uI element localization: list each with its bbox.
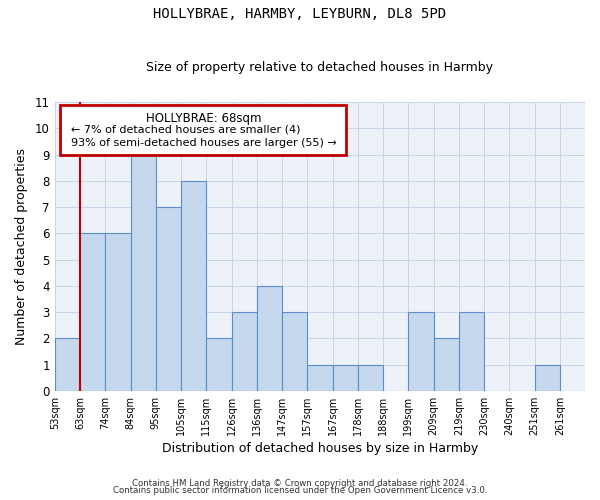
Bar (131, 154, 156, 391)
Bar (358, 364, 383, 391)
Y-axis label: Number of detached properties: Number of detached properties (15, 148, 28, 345)
Text: Contains HM Land Registry data © Crown copyright and database right 2024.: Contains HM Land Registry data © Crown c… (132, 478, 468, 488)
Bar (408, 312, 434, 391)
Text: ← 7% of detached houses are smaller (4): ← 7% of detached houses are smaller (4) (71, 124, 300, 134)
Title: Size of property relative to detached houses in Harmby: Size of property relative to detached ho… (146, 62, 493, 74)
Text: HOLLYBRAE: 68sqm: HOLLYBRAE: 68sqm (146, 112, 261, 125)
Bar (55, 338, 80, 391)
Bar (232, 312, 257, 391)
Bar (282, 312, 307, 391)
Text: HOLLYBRAE, HARMBY, LEYBURN, DL8 5PD: HOLLYBRAE, HARMBY, LEYBURN, DL8 5PD (154, 8, 446, 22)
Bar (206, 338, 232, 391)
Bar (332, 364, 358, 391)
Bar (459, 312, 484, 391)
Text: Contains public sector information licensed under the Open Government Licence v3: Contains public sector information licen… (113, 486, 487, 495)
Text: 93% of semi-detached houses are larger (55) →: 93% of semi-detached houses are larger (… (71, 138, 337, 148)
Bar (257, 286, 282, 391)
Bar (307, 364, 332, 391)
FancyBboxPatch shape (60, 105, 346, 156)
Bar (181, 181, 206, 391)
X-axis label: Distribution of detached houses by size in Harmby: Distribution of detached houses by size … (162, 442, 478, 455)
Bar (106, 234, 131, 391)
Bar (535, 364, 560, 391)
Bar (156, 207, 181, 391)
Bar (80, 234, 106, 391)
Bar (434, 338, 459, 391)
